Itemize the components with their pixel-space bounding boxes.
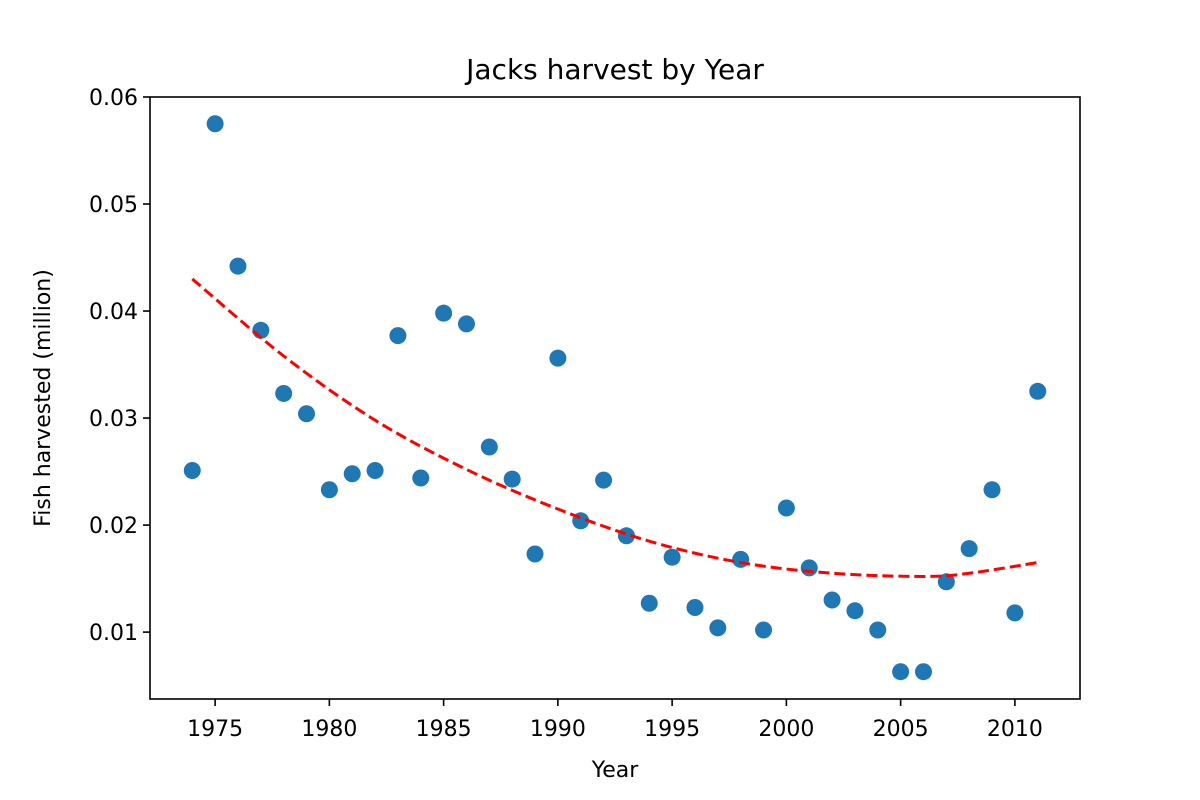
y-tick-label: 0.03	[89, 407, 138, 432]
data-point	[595, 471, 613, 489]
data-point	[732, 550, 750, 568]
data-point	[869, 621, 887, 639]
y-tick-label: 0.02	[89, 514, 138, 539]
y-tick-label: 0.06	[89, 86, 138, 111]
data-point	[640, 594, 658, 612]
x-tick-label: 1980	[301, 717, 357, 742]
data-point	[1029, 382, 1047, 400]
y-tick-label: 0.01	[89, 621, 138, 646]
data-point	[275, 384, 293, 402]
data-point	[777, 499, 795, 517]
data-point	[412, 469, 430, 487]
data-point	[1006, 604, 1024, 622]
data-point	[983, 481, 1001, 499]
data-point	[937, 573, 955, 591]
y-tick-label: 0.05	[89, 193, 138, 218]
data-point	[435, 304, 453, 322]
ticks-layer: 1975 1980 1985 1990 1995 2000 2005 2010 0.01 0.02…	[89, 86, 1043, 742]
data-point	[960, 540, 978, 558]
y-tick-label: 0.04	[89, 300, 138, 325]
plot-frame	[149, 96, 1081, 700]
data-point	[503, 470, 521, 488]
data-point	[229, 257, 247, 275]
data-point	[366, 462, 384, 480]
chart-title: Jacks harvest by Year	[464, 53, 764, 86]
x-tick-label: 2000	[758, 717, 814, 742]
data-point	[914, 663, 932, 681]
data-point	[480, 438, 498, 456]
x-tick-label: 2005	[873, 717, 929, 742]
data-point	[709, 619, 727, 637]
data-point	[892, 663, 910, 681]
data-point	[686, 598, 704, 616]
data-point	[800, 559, 818, 577]
data-point	[343, 465, 361, 483]
x-axis-label: Year	[591, 758, 640, 783]
x-tick-label: 2010	[987, 717, 1043, 742]
data-point	[183, 462, 201, 480]
data-point	[457, 315, 475, 333]
data-point	[526, 545, 544, 563]
data-point	[755, 621, 773, 639]
y-axis-label: Fish harvested (million)	[31, 269, 56, 527]
data-point	[320, 481, 338, 499]
data-point	[846, 602, 864, 620]
data-point	[823, 591, 841, 609]
x-tick-label: 1975	[187, 717, 243, 742]
x-tick-label: 1990	[530, 717, 586, 742]
trend-line	[191, 277, 1038, 578]
data-point	[389, 327, 407, 345]
data-point	[206, 115, 224, 133]
data-point	[298, 405, 316, 423]
data-point	[549, 349, 567, 367]
x-tick-label: 1995	[644, 717, 700, 742]
data-point	[663, 548, 681, 566]
plot-layer	[183, 115, 1047, 681]
x-tick-label: 1985	[416, 717, 472, 742]
